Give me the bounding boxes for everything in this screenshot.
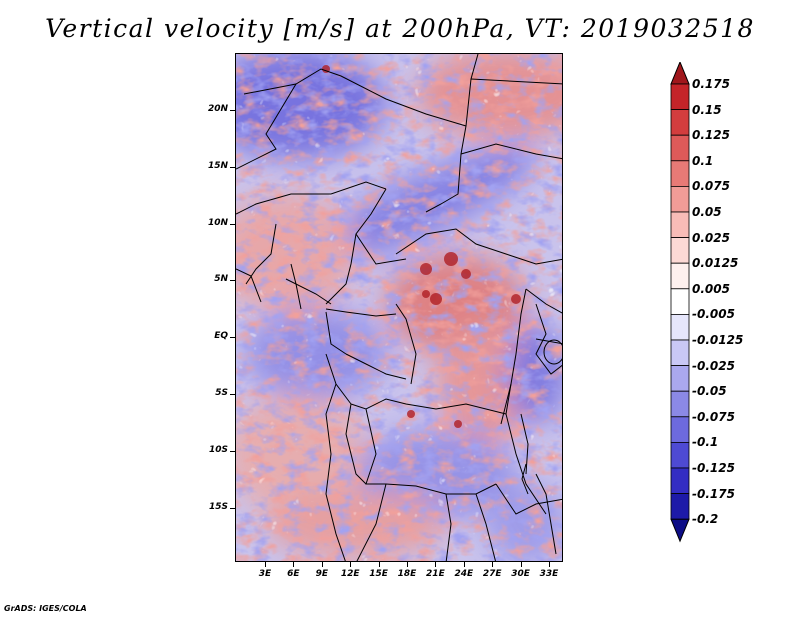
- colorbar-label: 0.1: [692, 153, 714, 168]
- lon-label: 24E: [454, 569, 474, 579]
- lon-tick: [378, 562, 380, 567]
- lon-tick: [435, 562, 437, 567]
- colorbar-segment: [670, 288, 690, 315]
- colorbar-label: -0.05: [692, 384, 727, 399]
- lon-tick: [265, 562, 266, 567]
- velocity-field-map: [236, 54, 562, 561]
- lat-label: 5S: [215, 388, 228, 398]
- colorbar-top-arrow: [670, 62, 690, 85]
- country-borders: [236, 54, 562, 561]
- lon-label: 3E: [258, 569, 272, 579]
- colorbar-segment: [670, 493, 690, 520]
- lat-tick: [230, 280, 235, 282]
- lon-tick: [321, 562, 323, 567]
- lon-tick: [549, 562, 550, 567]
- colorbar-segment: [670, 186, 690, 213]
- colorbar-label: 0.075: [692, 179, 730, 194]
- lat-tick: [230, 337, 235, 339]
- lon-label: 27E: [482, 569, 502, 579]
- lon-label: 6E: [287, 569, 300, 579]
- lat-tick: [230, 507, 235, 509]
- lon-tick: [520, 562, 522, 567]
- lon-tick: [407, 562, 408, 567]
- lat-label: 15N: [207, 160, 228, 171]
- lat-tick: [230, 394, 235, 395]
- colorbar-segment: [670, 313, 690, 341]
- lat-tick: [230, 166, 235, 168]
- colorbar-bottom-arrow: [670, 518, 690, 543]
- lon-tick: [293, 562, 295, 567]
- lon-tick: [492, 562, 494, 567]
- lat-label: 5N: [214, 274, 228, 285]
- colorbar-segment: [670, 134, 690, 162]
- colorbar-label: 0.005: [692, 281, 730, 296]
- colorbar-label: -0.175: [692, 486, 735, 501]
- colorbar-label: 0.05: [692, 205, 722, 219]
- lat-tick: [230, 450, 235, 452]
- lat-label: 15S: [208, 501, 228, 512]
- lat-label: EQ: [214, 331, 228, 342]
- colorbar-label: 0.025: [692, 230, 730, 245]
- colorbar-label: -0.1: [692, 435, 719, 450]
- colorbar-segment: [670, 390, 690, 418]
- colorbar-segment: [670, 160, 690, 187]
- lat-label: 10N: [207, 217, 228, 228]
- lon-tick: [350, 562, 352, 567]
- lon-label: 18E: [397, 569, 417, 579]
- lat-tick: [230, 110, 235, 111]
- colorbar-segment: [670, 83, 690, 111]
- lon-tick: [463, 562, 465, 567]
- colorbar-segment: [670, 237, 690, 264]
- colorbar-segment: [670, 467, 690, 495]
- colorbar-label: -0.2: [692, 512, 719, 527]
- colorbar-segment: [670, 262, 690, 290]
- colorbar-label: -0.125: [692, 461, 735, 475]
- colorbar-label: -0.0125: [692, 333, 744, 347]
- colorbar: [670, 62, 690, 543]
- colorbar-label: 0.175: [692, 77, 730, 91]
- lat-label: 20N: [207, 104, 228, 114]
- colorbar-label: -0.025: [692, 358, 735, 373]
- lon-label: 9E: [315, 569, 328, 579]
- lon-label: 30E: [511, 569, 530, 579]
- colorbar-segment: [670, 339, 690, 367]
- colorbar-segment: [670, 365, 690, 392]
- colorbar-label: -0.075: [692, 409, 735, 424]
- lon-label: 15E: [369, 569, 388, 579]
- colorbar-segment: [670, 109, 690, 136]
- colorbar-segment: [670, 211, 690, 239]
- credit-text: GrADS: IGES/COLA: [4, 604, 87, 613]
- colorbar-segment: [670, 441, 690, 469]
- lat-label: 10S: [208, 444, 228, 455]
- colorbar-segment: [670, 416, 690, 443]
- lon-label: 33E: [539, 569, 559, 579]
- chart-title: Vertical velocity [m/s] at 200hPa, VT: 2…: [45, 14, 755, 43]
- colorbar-label: 0.15: [692, 102, 722, 117]
- colorbar-label: -0.005: [692, 307, 735, 322]
- lon-label: 12E: [340, 569, 360, 579]
- lat-tick: [230, 223, 235, 225]
- map-panel: [235, 53, 563, 562]
- colorbar-label: 0.0125: [692, 256, 739, 271]
- lon-label: 21E: [426, 569, 445, 579]
- colorbar-label: 0.125: [692, 128, 730, 143]
